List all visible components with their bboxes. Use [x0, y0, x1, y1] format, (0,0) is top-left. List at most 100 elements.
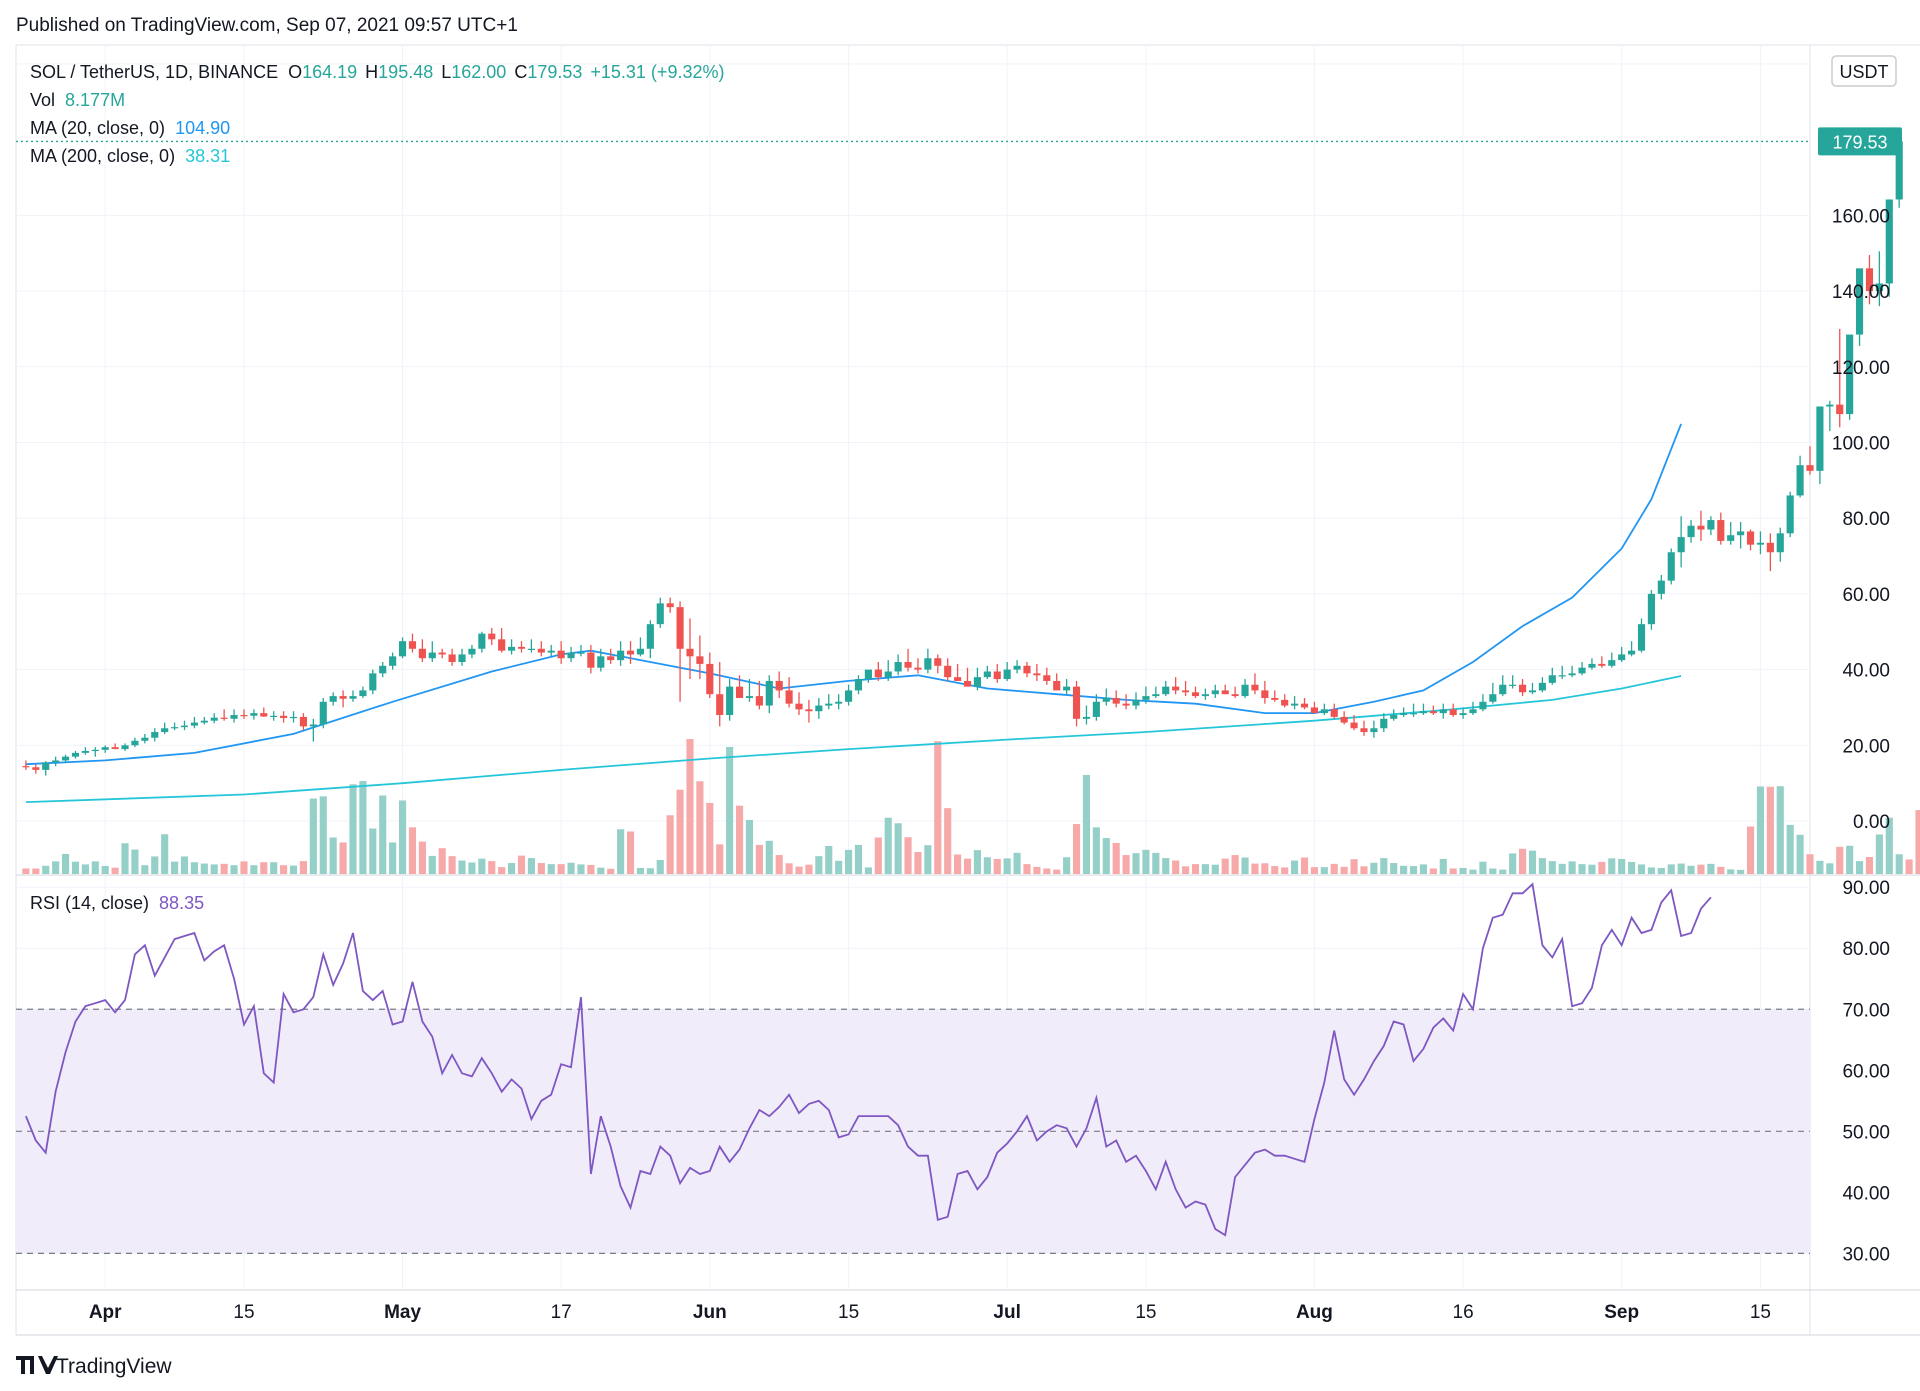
volume-bar: [547, 864, 555, 874]
volume-bar: [1409, 866, 1418, 874]
volume-bar: [1102, 838, 1110, 874]
currency-badge-label: USDT: [1840, 62, 1889, 82]
candle-body: [775, 680, 783, 691]
volume-bar: [854, 844, 863, 874]
ma200-value: 38.31: [185, 146, 230, 166]
volume-bar: [1053, 869, 1061, 874]
rsi-series-line: [25, 882, 1712, 1237]
volume-bar: [260, 862, 268, 874]
candle-body: [1806, 465, 1814, 471]
volume-bar: [696, 781, 704, 874]
volume-bar: [924, 845, 932, 874]
ma200-label: MA (200, close, 0): [30, 146, 175, 166]
time-tick-label: 15: [233, 1302, 254, 1323]
candle-body: [716, 694, 724, 716]
volume-bar: [845, 849, 853, 874]
candle-body: [1350, 722, 1358, 729]
candle-body: [1756, 542, 1765, 545]
volume-bar: [617, 829, 625, 874]
currency-badge[interactable]: USDT: [1831, 55, 1897, 87]
volume-bar: [954, 854, 962, 874]
volume-bar: [567, 862, 575, 874]
candle-body: [32, 767, 40, 770]
candle-body: [676, 607, 684, 649]
volume-bar: [1875, 834, 1883, 874]
volume-bar: [1895, 854, 1903, 874]
candle-body: [1885, 199, 1893, 284]
volume-bar: [1637, 864, 1646, 874]
candle-body: [1429, 711, 1437, 714]
legend: SOL / TetherUS, 1D, BINANCE O164.19 H195.4…: [30, 62, 724, 913]
candle-body: [1211, 690, 1219, 695]
price-tick-label: 0.00: [1853, 812, 1890, 833]
volume-bar: [220, 863, 228, 874]
ma20-label: MA (20, close, 0): [30, 118, 165, 138]
volume-bar: [815, 856, 823, 874]
candle-body: [884, 671, 892, 678]
volume-bar: [1419, 864, 1428, 874]
volume-bar: [785, 863, 793, 874]
candle-body: [121, 745, 129, 750]
candle-body: [250, 713, 258, 716]
candle-body: [220, 717, 228, 719]
volume-bar: [765, 840, 773, 874]
candle-body: [1588, 663, 1596, 668]
time-tick-label: 15: [1135, 1302, 1156, 1323]
tradingview-logo-text: TradingView: [56, 1355, 172, 1378]
volume-bar: [656, 860, 664, 874]
candle-body: [1846, 334, 1854, 415]
volume-bar: [1271, 866, 1279, 874]
candle-body: [1310, 707, 1318, 714]
volume-bar: [1390, 863, 1398, 874]
volume-bar: [1092, 827, 1100, 874]
candle-body: [1558, 675, 1566, 677]
candle-body: [726, 686, 734, 716]
open-label: O: [288, 62, 302, 82]
volume-bar: [299, 861, 308, 874]
tradingview-logo[interactable]: TradingView: [16, 1355, 172, 1378]
candle-body: [696, 656, 704, 664]
volume-bar: [91, 861, 99, 874]
candle-body: [151, 732, 159, 738]
volume-bar: [151, 856, 159, 874]
rsi-value: 88.35: [159, 893, 204, 913]
volume-bar: [1429, 868, 1437, 874]
open-value: 164.19: [302, 62, 357, 82]
candle-body: [924, 658, 932, 670]
candle-body: [973, 677, 981, 687]
candle-body: [1538, 682, 1546, 691]
rsi-line: [25, 882, 1712, 1237]
candle-body: [1598, 663, 1606, 666]
candle-body: [1330, 709, 1338, 717]
time-tick-label: 17: [551, 1302, 572, 1323]
candle-body: [1816, 406, 1824, 471]
volume-bar: [349, 784, 357, 874]
volume-bars: [22, 739, 1920, 874]
volume-bar: [1776, 786, 1784, 874]
volume-bar: [735, 805, 744, 874]
volume-bar: [1370, 862, 1378, 874]
low-value: 162.00: [451, 62, 506, 82]
volume-bar: [607, 868, 615, 874]
candle-body: [1509, 684, 1517, 686]
candle-body: [1082, 716, 1091, 719]
candle-body: [1657, 580, 1665, 594]
candle-body: [854, 679, 863, 691]
candle-body: [329, 696, 337, 702]
candle-body: [686, 648, 694, 657]
candle-body: [1231, 694, 1239, 697]
candle-body: [1072, 686, 1081, 719]
candle-body: [567, 652, 575, 659]
candle-body: [210, 717, 218, 721]
candle-body: [894, 662, 902, 672]
candle-body: [52, 760, 60, 763]
volume-bar: [1588, 864, 1596, 874]
volume-bar: [1310, 867, 1318, 874]
volume-bar: [1806, 854, 1814, 874]
candle-body: [1687, 525, 1695, 538]
candle-body: [1092, 701, 1100, 717]
volume-bar: [1320, 867, 1328, 874]
candle-body: [91, 749, 99, 752]
volume-bar: [498, 867, 506, 874]
